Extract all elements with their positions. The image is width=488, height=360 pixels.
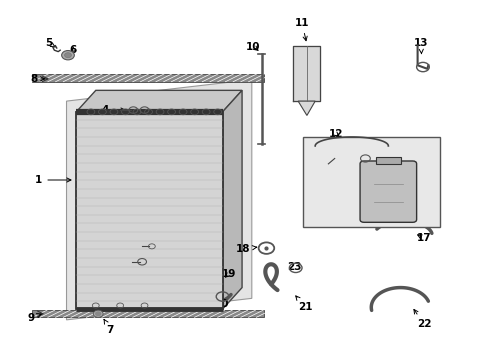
Polygon shape	[66, 80, 251, 320]
Bar	[375, 157, 400, 164]
Circle shape	[96, 312, 101, 316]
Text: 8: 8	[30, 74, 44, 84]
Polygon shape	[293, 45, 320, 101]
Text: 5: 5	[45, 38, 55, 48]
Text: 15: 15	[351, 162, 366, 172]
Text: 22: 22	[413, 310, 430, 329]
Circle shape	[93, 310, 103, 318]
Text: 20: 20	[214, 299, 228, 309]
Bar	[303, 137, 439, 226]
Text: 9: 9	[27, 313, 41, 323]
Text: 6: 6	[69, 45, 76, 55]
Text: 11: 11	[294, 18, 308, 41]
Bar	[32, 74, 264, 82]
Polygon shape	[222, 90, 242, 309]
Polygon shape	[298, 101, 315, 116]
Text: 13: 13	[413, 38, 427, 54]
Text: 7: 7	[104, 319, 114, 335]
Circle shape	[64, 53, 71, 58]
Bar	[32, 310, 264, 318]
Text: 23: 23	[286, 262, 301, 272]
Text: 21: 21	[295, 296, 312, 312]
Text: 3: 3	[145, 247, 153, 257]
Text: 19: 19	[221, 269, 236, 279]
Text: 16: 16	[320, 167, 334, 177]
Text: 14: 14	[379, 150, 399, 161]
Text: 4: 4	[102, 105, 125, 115]
FancyBboxPatch shape	[359, 161, 416, 222]
Text: 1: 1	[35, 175, 71, 185]
Text: 2: 2	[136, 263, 143, 273]
Text: 10: 10	[245, 42, 260, 51]
Polygon shape	[76, 90, 242, 112]
Bar	[76, 112, 222, 309]
Text: 18: 18	[236, 244, 256, 254]
Text: 12: 12	[328, 129, 343, 139]
Circle shape	[61, 50, 74, 60]
Text: 17: 17	[416, 233, 430, 243]
